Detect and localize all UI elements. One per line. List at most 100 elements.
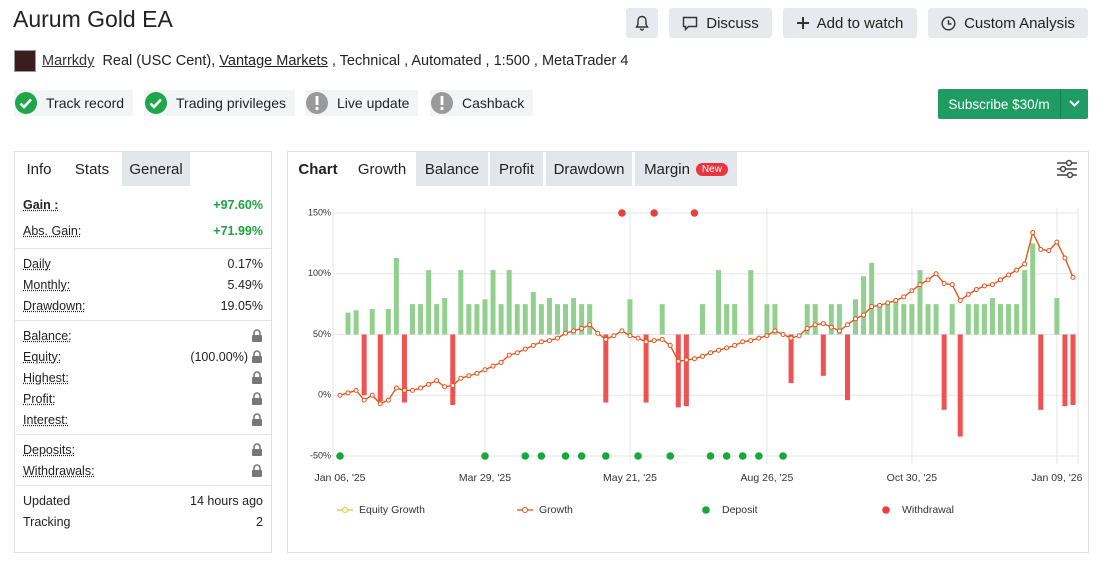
chart-tab[interactable]: Margin New (635, 152, 737, 186)
stat-label: Profit: (23, 391, 56, 406)
lock-icon (252, 413, 262, 426)
bell-button[interactable] (626, 8, 658, 38)
chart-tab[interactable]: Profit (490, 152, 543, 186)
point (458, 375, 464, 381)
point (1046, 248, 1052, 254)
bar (933, 304, 939, 335)
stat-label: Tracking (23, 514, 71, 529)
point (538, 339, 544, 345)
badge-label: Live update (337, 95, 410, 111)
badge-label: Track record (46, 95, 125, 111)
broker-link[interactable]: Vantage Markets (219, 53, 328, 69)
subscribe-button[interactable]: Subscribe $30/m (938, 89, 1088, 119)
stats-tab[interactable]: Stats (63, 152, 121, 186)
point (764, 333, 770, 339)
chart-tab[interactable]: Drawdown (546, 152, 632, 186)
chart-tab[interactable]: Growth (348, 152, 416, 186)
bar (603, 334, 609, 403)
status-badge: Trading privileges (144, 90, 295, 116)
grid (332, 208, 1079, 464)
stats-row: Tracking 2 (15, 511, 271, 532)
stat-label: Monthly: (23, 277, 71, 292)
point (861, 312, 867, 318)
stat-label: Equity: (23, 349, 62, 364)
stat-value-text: 14 hours ago (190, 493, 263, 508)
bar (1006, 304, 1012, 335)
y-tick-label: 100% (308, 268, 331, 278)
stats-row: Daily 0.17% (15, 253, 271, 274)
point (780, 332, 786, 337)
tab-label: Growth (357, 160, 407, 178)
discuss-button[interactable]: Discuss (669, 8, 772, 38)
stat-value: 0.17% (228, 257, 263, 271)
point (651, 338, 657, 344)
point (635, 335, 641, 341)
tab-label: Balance (424, 160, 480, 178)
bar (989, 298, 995, 335)
bar (732, 304, 738, 335)
exclamation-bar (315, 96, 319, 105)
x-tick-label: Jan 09, '26 (1031, 472, 1082, 484)
bar (836, 304, 842, 335)
event-dot (690, 209, 699, 217)
bell-icon (635, 15, 649, 31)
status-badge: Live update (305, 90, 419, 116)
stat-value (251, 371, 263, 384)
stats-tab[interactable]: Info (15, 152, 63, 186)
stat-value: 14 hours ago (190, 494, 263, 508)
chart-tab[interactable]: Balance (416, 152, 488, 186)
y-tick-label: 150% (308, 207, 331, 217)
stats-tab[interactable]: General (122, 152, 190, 186)
bar (965, 304, 971, 335)
point (361, 397, 367, 403)
lock-icon (252, 371, 262, 384)
lock-shackle (253, 329, 261, 335)
bar (393, 257, 399, 335)
point (643, 339, 649, 345)
lock-body (252, 335, 262, 342)
analysis-button[interactable]: Custom Analysis (928, 8, 1088, 38)
event-dot (537, 452, 546, 460)
bar (554, 304, 560, 335)
bar (1038, 334, 1044, 410)
bar (466, 304, 472, 335)
point (917, 282, 923, 288)
bar (418, 304, 424, 335)
button-label: Discuss (706, 14, 759, 32)
point (748, 338, 754, 344)
point (474, 370, 480, 376)
bar (861, 276, 867, 335)
stats-group: Gain : +97.60% Abs. Gain: +71.99% (15, 188, 271, 249)
stat-value-text: 5.49% (227, 277, 263, 292)
lock-icon (252, 329, 262, 342)
exclamation-dot (440, 106, 444, 111)
bar (458, 270, 464, 335)
point (716, 347, 722, 353)
stat-value: (100.00%) (190, 350, 263, 364)
settings-icon[interactable] (1056, 159, 1078, 179)
point (667, 342, 673, 348)
bar (973, 304, 979, 335)
point (724, 345, 730, 351)
check-icon (15, 92, 37, 114)
lock-icon (252, 464, 262, 477)
bar (450, 334, 456, 405)
point (450, 383, 456, 389)
lock-icon (252, 392, 262, 405)
stat-label: Balance: (23, 328, 72, 343)
legend-marker (702, 506, 710, 514)
stats-row: Interest: (15, 409, 271, 430)
point (418, 385, 424, 391)
x-tick-label: May 21, '25 (603, 472, 657, 484)
point (434, 378, 440, 384)
stat-label: Deposits: (23, 442, 76, 457)
point (965, 291, 971, 297)
lock-shackle (253, 464, 261, 470)
legend-marker (882, 506, 890, 514)
stat-label: Daily (23, 256, 51, 271)
author-link[interactable]: Marrkdy (42, 53, 95, 69)
dropdown-chevron[interactable] (1061, 89, 1088, 119)
y-tick-label: 50% (313, 329, 331, 339)
watch-button[interactable]: Add to watch (783, 8, 917, 38)
chart-tab[interactable]: Chart (288, 152, 348, 186)
